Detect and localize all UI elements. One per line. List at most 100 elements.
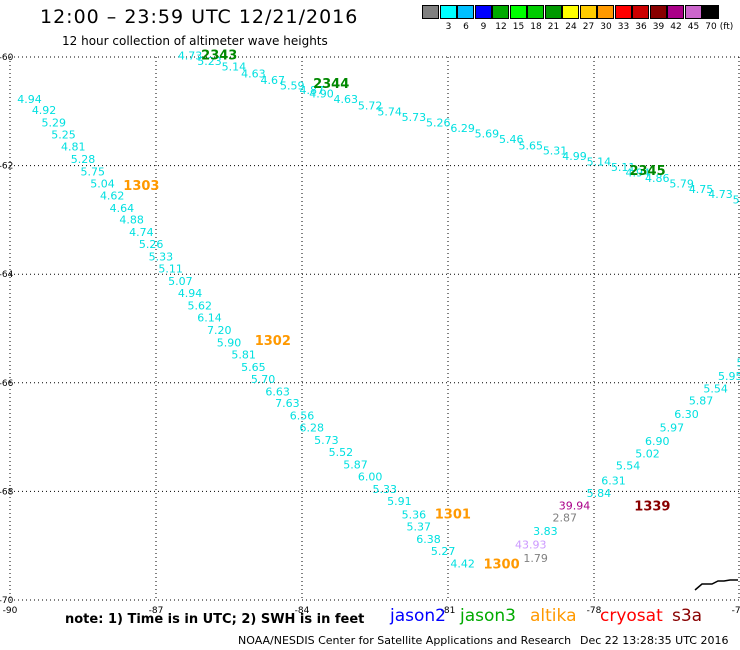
swh-value: 5.14 <box>587 156 612 169</box>
scale-label: 70 <box>705 22 717 32</box>
swh-value: 5.87 <box>343 459 368 472</box>
swh-value: 6.28 <box>299 422 324 435</box>
swh-value: 5.23 <box>197 55 222 68</box>
page-subtitle: 12 hour collection of altimeter wave hei… <box>62 34 328 48</box>
swh-value: 5.11 <box>158 263 183 276</box>
scale-label: 36 <box>635 22 647 32</box>
scale-label: 3 <box>445 22 452 32</box>
pass-number-label: 1300 <box>483 558 519 573</box>
scale-label: 45 <box>687 22 700 32</box>
swh-value: 4.90 <box>309 88 334 101</box>
swh-value: 3.83 <box>533 525 558 538</box>
scale-label: 27 <box>582 22 595 32</box>
swh-value: 4.73 <box>708 188 733 201</box>
scale-swatch <box>492 5 509 19</box>
scale-label: 42 <box>670 22 682 32</box>
swh-value: 5.65 <box>518 139 543 152</box>
swh-value: 5.25 <box>51 128 76 141</box>
swh-value: 4.92 <box>32 104 57 117</box>
scale-swatch <box>632 5 649 19</box>
scale-label: 18 <box>530 22 542 32</box>
lon-tick-label: -90 <box>3 606 18 616</box>
lat-tick-label: -62 <box>0 162 13 172</box>
swh-value: 5.79 <box>669 177 694 190</box>
pass-number-label: 2345 <box>629 164 665 179</box>
swh-value: 5.59 <box>280 80 305 93</box>
swh-value: 4.88 <box>119 214 144 227</box>
swh-value: 5.84 <box>587 487 612 500</box>
swh-value: 5.31 <box>543 145 568 158</box>
swh-value: 7.63 <box>275 397 300 410</box>
swh-value: 4.73 <box>178 50 203 63</box>
swh-value: 5 <box>737 357 740 370</box>
lat-tick-label: -66 <box>0 379 14 389</box>
pass-number-label: 1303 <box>123 179 159 194</box>
scale-swatch <box>702 5 719 19</box>
swh-value: 5.54 <box>616 460 641 473</box>
lat-tick-label: -70 <box>0 596 14 606</box>
pass-number-label: 1301 <box>435 508 471 523</box>
swh-value: 1.79 <box>523 552 548 565</box>
swh-value: 4.67 <box>261 74 286 87</box>
swh-value: 4.63 <box>241 68 266 81</box>
swh-value: 5.75 <box>80 165 105 178</box>
scale-swatch <box>667 5 684 19</box>
scale-swatch <box>597 5 614 19</box>
swh-value: 6.63 <box>265 385 290 398</box>
scale-label: 30 <box>600 22 612 32</box>
satellite-legend-item: s3a <box>672 606 703 626</box>
scale-swatch <box>457 5 474 19</box>
swh-value: 5.91 <box>387 495 412 508</box>
swh-value: 5.26 <box>139 238 164 251</box>
swh-value: 6.30 <box>674 408 699 421</box>
swh-value: 5.37 <box>407 520 432 533</box>
scale-swatch <box>562 5 579 19</box>
scale-label: 39 <box>652 22 665 32</box>
scale-label: 12 <box>495 22 507 32</box>
swh-value: 5.73 <box>402 111 427 124</box>
swh-value: 5.69 <box>475 127 500 140</box>
swh-value: 5.90 <box>217 336 242 349</box>
swh-value: 39.94 <box>559 499 591 512</box>
page-title: 12:00 – 23:59 UTC 12/21/2016 <box>40 6 359 28</box>
swh-value: 5.81 <box>231 348 256 361</box>
lon-tick-label: -78 <box>587 606 602 616</box>
swh-value: 5.74 <box>377 106 402 119</box>
lat-tick-label: -64 <box>0 270 14 280</box>
swh-value: 5.65 <box>241 361 266 374</box>
swh-value: 4.99 <box>562 150 587 163</box>
swh-value: 5.62 <box>188 299 213 312</box>
swh-value: 4.62 <box>100 189 125 202</box>
swh-value: 5.97 <box>660 422 685 435</box>
swh-value: 4.94 <box>17 93 42 106</box>
scale-label: 33 <box>617 22 630 32</box>
coastline <box>694 579 738 591</box>
swh-value: 5.54 <box>703 383 728 396</box>
pass-number-label: 2344 <box>313 77 349 92</box>
credit-line: NOAA/NESDIS Center for Satellite Applica… <box>238 634 572 647</box>
scale-label: 21 <box>547 22 560 32</box>
swh-value: 5.46 <box>499 133 524 146</box>
swh-value: 5.33 <box>372 483 397 496</box>
swh-value: 4.87 <box>299 84 324 97</box>
swh-value: 5.70 <box>251 373 276 386</box>
lat-tick-label: -60 <box>0 53 14 63</box>
scale-swatch <box>527 5 544 19</box>
lon-tick-label: -87 <box>149 606 164 616</box>
scale-swatch <box>544 5 562 19</box>
swh-value: 4.94 <box>178 287 203 300</box>
satellite-legend-item: cryosat <box>600 606 663 626</box>
swh-value: 6.29 <box>450 122 475 135</box>
swh-value: 5.11 <box>611 161 636 174</box>
swh-value: 6.00 <box>358 471 383 484</box>
scale-swatch <box>579 5 597 19</box>
scale-label: 15 <box>512 22 525 32</box>
scale-swatch <box>614 5 632 19</box>
swh-value: 4.86 <box>645 172 670 185</box>
scale-label: 6 <box>463 22 469 32</box>
swh-value: 5.33 <box>149 251 174 264</box>
lon-tick-label: -75 <box>732 606 740 616</box>
swh-value: 5.07 <box>168 275 193 288</box>
scale-swatch <box>684 5 702 19</box>
